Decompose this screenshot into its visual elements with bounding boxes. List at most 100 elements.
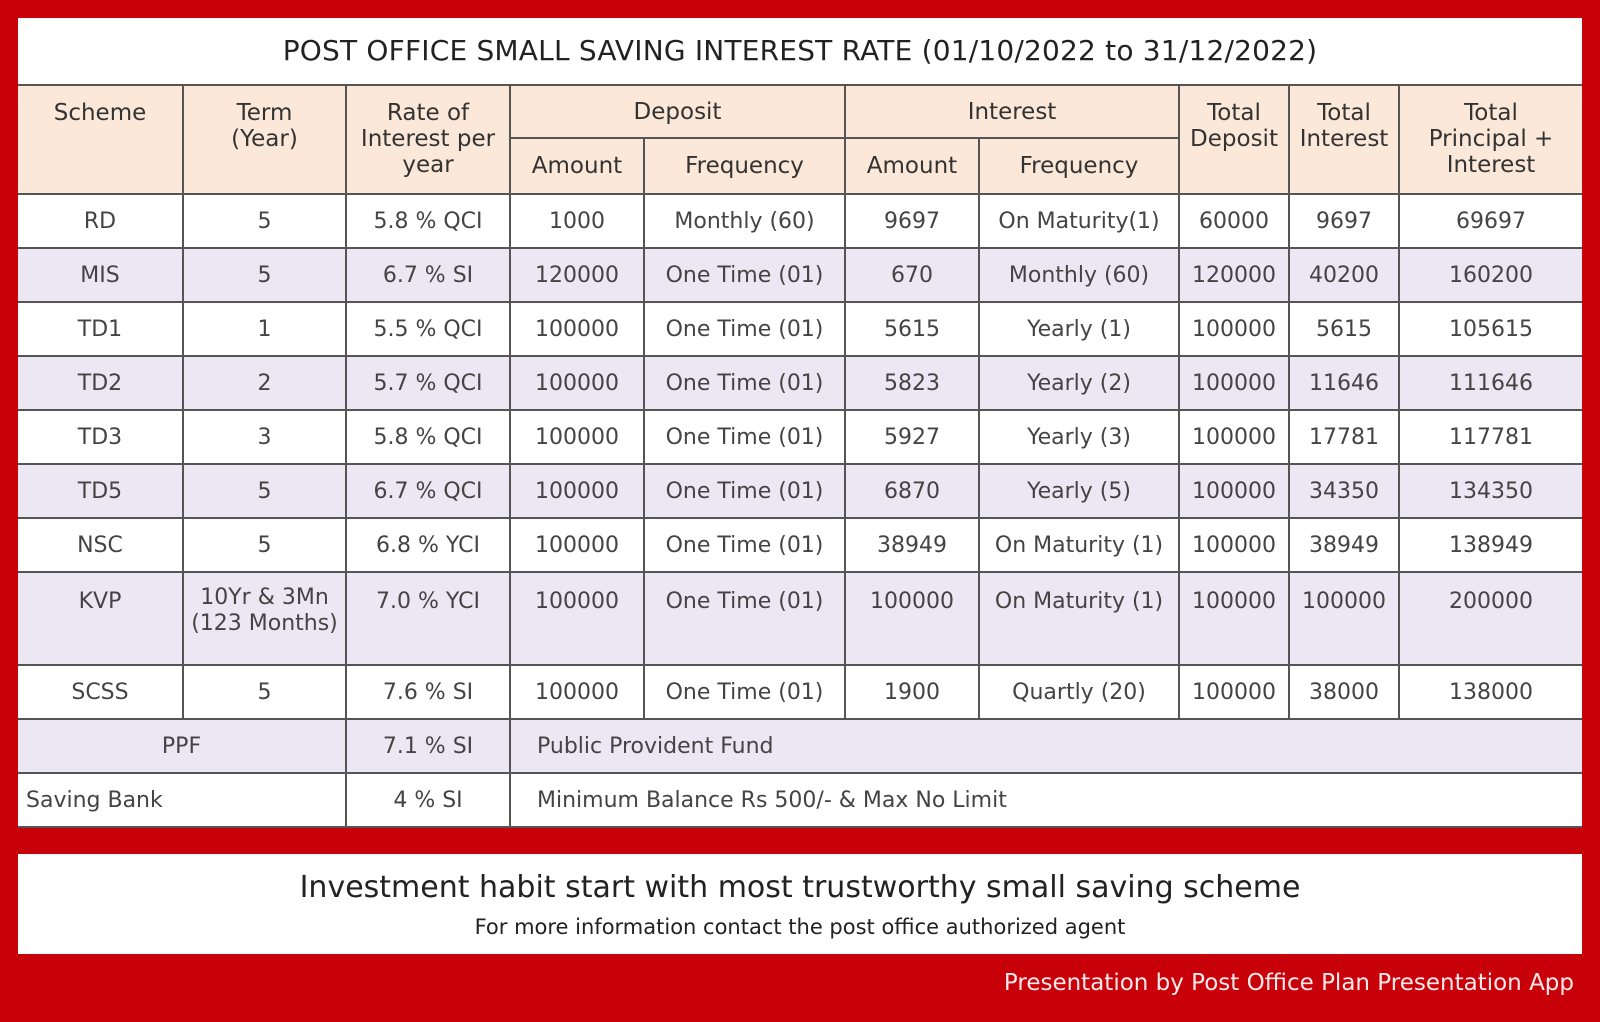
cell-term: 1 bbox=[182, 301, 347, 357]
table-row: TD2 2 5.7 % QCI 100000 One Time (01) 582… bbox=[18, 355, 1583, 411]
cell-total: 138000 bbox=[1398, 664, 1583, 720]
cell-total-deposit: 120000 bbox=[1178, 247, 1291, 303]
cell-rate: 6.8 % YCI bbox=[345, 517, 511, 573]
cell-interest-amount: 1900 bbox=[844, 664, 980, 720]
header-rate: Rate of Interest per year bbox=[345, 86, 511, 195]
cell-interest-frequency: Yearly (2) bbox=[977, 355, 1181, 411]
footer-subtext: For more information contact the post of… bbox=[474, 915, 1126, 939]
header-scheme: Scheme bbox=[18, 86, 184, 195]
table-row: KVP 10Yr & 3Mn (123 Months) 7.0 % YCI 100… bbox=[18, 571, 1583, 666]
cell-rate: 7.6 % SI bbox=[345, 664, 511, 720]
cell-deposit-amount: 100000 bbox=[509, 355, 645, 411]
cell-rate: 5.8 % QCI bbox=[345, 409, 511, 465]
cell-term: 5 bbox=[182, 463, 347, 519]
rate-card: POST OFFICE SMALL SAVING INTEREST RATE (… bbox=[18, 18, 1583, 828]
footer-banner: Investment habit start with most trustwo… bbox=[18, 854, 1582, 954]
cell-total-deposit: 100000 bbox=[1178, 664, 1291, 720]
cell-deposit-amount: 100000 bbox=[509, 571, 645, 666]
table-row-saving-bank: Saving Bank 4 % SI Minimum Balance Rs 50… bbox=[18, 772, 1583, 828]
cell-total-deposit: 100000 bbox=[1178, 463, 1291, 519]
cell-interest-amount: 5927 bbox=[844, 409, 980, 465]
header-deposit-amount: Amount bbox=[510, 137, 645, 195]
cell-deposit-frequency: One Time (01) bbox=[643, 664, 846, 720]
cell-scheme: TD1 bbox=[18, 301, 184, 357]
cell-interest-amount: 670 bbox=[844, 247, 980, 303]
header-total-principal-interest: Total Principal + Interest bbox=[1398, 86, 1583, 195]
cell-rate: 5.8 % QCI bbox=[345, 193, 511, 249]
cell-deposit-frequency: One Time (01) bbox=[643, 517, 846, 573]
cell-interest-frequency: On Maturity (1) bbox=[977, 517, 1181, 573]
table-row: MIS 5 6.7 % SI 120000 One Time (01) 670 … bbox=[18, 247, 1583, 303]
cell-interest-amount: 9697 bbox=[844, 193, 980, 249]
cell-deposit-amount: 100000 bbox=[509, 463, 645, 519]
table-row: NSC 5 6.8 % YCI 100000 One Time (01) 389… bbox=[18, 517, 1583, 573]
cell-total-deposit: 100000 bbox=[1178, 355, 1291, 411]
cell-deposit-amount: 1000 bbox=[509, 193, 645, 249]
cell-scheme: PPF bbox=[18, 718, 347, 774]
cell-interest-amount: 100000 bbox=[844, 571, 980, 666]
cell-deposit-amount: 100000 bbox=[509, 517, 645, 573]
cell-interest-amount: 6870 bbox=[844, 463, 980, 519]
cell-deposit-amount: 100000 bbox=[509, 409, 645, 465]
cell-deposit-frequency: One Time (01) bbox=[643, 571, 846, 666]
cell-term: 3 bbox=[182, 409, 347, 465]
header-term: Term (Year) bbox=[182, 86, 347, 195]
cell-total-interest: 9697 bbox=[1288, 193, 1401, 249]
cell-scheme: NSC bbox=[18, 517, 184, 573]
cell-interest-frequency: On Maturity (1) bbox=[977, 571, 1181, 666]
cell-scheme: TD3 bbox=[18, 409, 184, 465]
cell-total-interest: 11646 bbox=[1288, 355, 1401, 411]
cell-total: 160200 bbox=[1398, 247, 1583, 303]
interest-rate-table: Scheme Term (Year) Rate of Interest per yea… bbox=[18, 86, 1583, 828]
cell-total: 111646 bbox=[1398, 355, 1583, 411]
cell-interest-frequency: Yearly (3) bbox=[977, 409, 1181, 465]
cell-deposit-frequency: One Time (01) bbox=[643, 409, 846, 465]
cell-note: Minimum Balance Rs 500/- & Max No Limit bbox=[508, 772, 1583, 828]
cell-total-interest: 38949 bbox=[1288, 517, 1401, 573]
cell-note: Public Provident Fund bbox=[508, 718, 1583, 774]
cell-total-deposit: 100000 bbox=[1178, 517, 1291, 573]
header-interest-frequency: Frequency bbox=[977, 137, 1180, 195]
cell-total-deposit: 100000 bbox=[1178, 571, 1291, 666]
tagline: Investment habit start with most trustwo… bbox=[299, 870, 1301, 905]
cell-total-deposit: 100000 bbox=[1178, 409, 1291, 465]
cell-deposit-frequency: One Time (01) bbox=[643, 355, 846, 411]
cell-scheme: KVP bbox=[18, 571, 184, 666]
table-row: TD5 5 6.7 % QCI 100000 One Time (01) 687… bbox=[18, 463, 1583, 519]
header-row: Scheme Term (Year) Rate of Interest per yea… bbox=[18, 86, 1583, 195]
cell-total: 134350 bbox=[1398, 463, 1583, 519]
cell-scheme: MIS bbox=[18, 247, 184, 303]
header-deposit-frequency: Frequency bbox=[643, 137, 846, 195]
cell-interest-frequency: Quartly (20) bbox=[977, 664, 1181, 720]
header-deposit: Deposit bbox=[509, 86, 846, 139]
cell-deposit-frequency: One Time (01) bbox=[643, 301, 846, 357]
cell-scheme: Saving Bank bbox=[18, 772, 347, 828]
cell-deposit-amount: 120000 bbox=[509, 247, 645, 303]
cell-interest-amount: 38949 bbox=[844, 517, 980, 573]
cell-total: 200000 bbox=[1398, 571, 1583, 666]
cell-deposit-frequency: Monthly (60) bbox=[643, 193, 846, 249]
header-interest: Interest bbox=[843, 86, 1181, 139]
cell-deposit-frequency: One Time (01) bbox=[643, 463, 846, 519]
cell-scheme: SCSS bbox=[18, 664, 184, 720]
table-row: RD 5 5.8 % QCI 1000 Monthly (60) 9697 On… bbox=[18, 193, 1583, 249]
cell-scheme: RD bbox=[18, 193, 184, 249]
cell-interest-amount: 5615 bbox=[844, 301, 980, 357]
cell-interest-frequency: Yearly (5) bbox=[977, 463, 1181, 519]
cell-deposit-frequency: One Time (01) bbox=[643, 247, 846, 303]
cell-total: 117781 bbox=[1398, 409, 1583, 465]
table-row-ppf: PPF 7.1 % SI Public Provident Fund bbox=[18, 718, 1583, 774]
cell-deposit-amount: 100000 bbox=[509, 301, 645, 357]
cell-total: 69697 bbox=[1398, 193, 1583, 249]
table-row: SCSS 5 7.6 % SI 100000 One Time (01) 190… bbox=[18, 664, 1583, 720]
cell-total-interest: 38000 bbox=[1288, 664, 1401, 720]
cell-rate: 4 % SI bbox=[345, 772, 511, 828]
cell-total-deposit: 60000 bbox=[1178, 193, 1291, 249]
header-total-interest: Total Interest bbox=[1288, 86, 1401, 195]
credit-text: Presentation by Post Office Plan Present… bbox=[1003, 970, 1574, 996]
cell-term: 5 bbox=[182, 664, 347, 720]
cell-term: 10Yr & 3Mn (123 Months) bbox=[182, 571, 347, 666]
cell-total-interest: 34350 bbox=[1288, 463, 1401, 519]
cell-interest-amount: 5823 bbox=[844, 355, 980, 411]
cell-total-deposit: 100000 bbox=[1178, 301, 1291, 357]
